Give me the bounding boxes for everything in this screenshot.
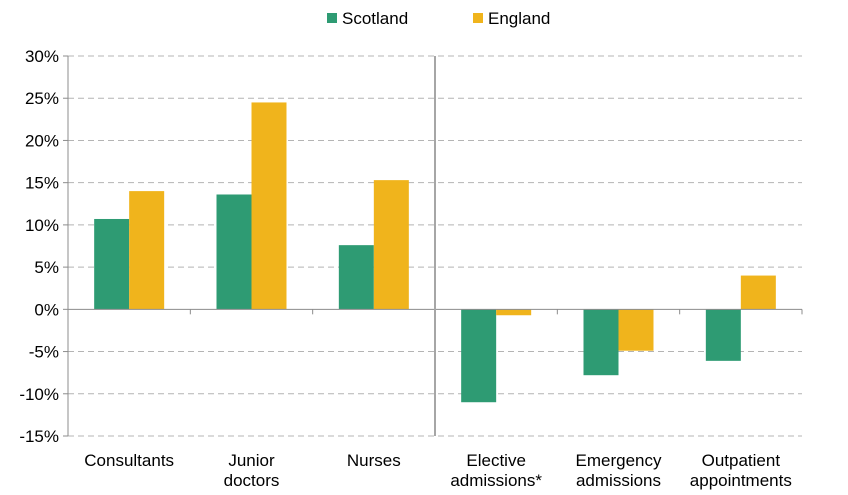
bar-england bbox=[251, 102, 287, 310]
gridlines bbox=[68, 55, 802, 437]
legend-label-england: England bbox=[488, 9, 550, 28]
x-tick-label: appointments bbox=[690, 471, 792, 490]
legend: Scotland England bbox=[327, 9, 550, 28]
y-tick-label: -10% bbox=[19, 385, 59, 404]
bar-scotland bbox=[461, 309, 497, 403]
x-tick-label: Emergency bbox=[576, 451, 662, 470]
x-tick-label: admissions* bbox=[450, 471, 542, 490]
legend-swatch-england bbox=[473, 13, 483, 23]
y-tick-label: 25% bbox=[25, 89, 59, 108]
y-tick-label: 30% bbox=[25, 47, 59, 66]
y-tick-label: 20% bbox=[25, 131, 59, 150]
x-tick-label: Junior bbox=[228, 451, 275, 470]
bar-scotland bbox=[583, 309, 619, 376]
bar-england bbox=[496, 309, 532, 316]
y-tick-label: 5% bbox=[34, 258, 59, 277]
y-tick-label: -5% bbox=[29, 343, 59, 362]
legend-swatch-scotland bbox=[327, 13, 337, 23]
y-axis: 30% 25% 20% 15% 10% 5% 0% -5% -10% -15% bbox=[19, 47, 69, 446]
legend-label-scotland: Scotland bbox=[342, 9, 408, 28]
bar-england bbox=[740, 275, 776, 310]
y-tick-label: 0% bbox=[34, 300, 59, 319]
x-tick-label: admissions bbox=[576, 471, 661, 490]
x-tick-label: Outpatient bbox=[702, 451, 781, 470]
y-tick-label: -15% bbox=[19, 427, 59, 446]
y-tick-label: 10% bbox=[25, 216, 59, 235]
bar-scotland bbox=[94, 218, 130, 310]
x-tick-label: Consultants bbox=[84, 451, 174, 470]
x-tick-label: Nurses bbox=[347, 451, 401, 470]
y-tick-label: 15% bbox=[25, 174, 59, 193]
x-tick-label: Elective bbox=[466, 451, 526, 470]
bar-scotland bbox=[705, 309, 741, 361]
bar-scotland bbox=[216, 194, 252, 310]
bars bbox=[94, 102, 776, 403]
x-tick-label: doctors bbox=[224, 471, 280, 490]
bar-scotland bbox=[338, 245, 374, 310]
bar-england bbox=[129, 191, 165, 310]
bar-england bbox=[618, 309, 654, 351]
bar-england bbox=[373, 180, 409, 310]
